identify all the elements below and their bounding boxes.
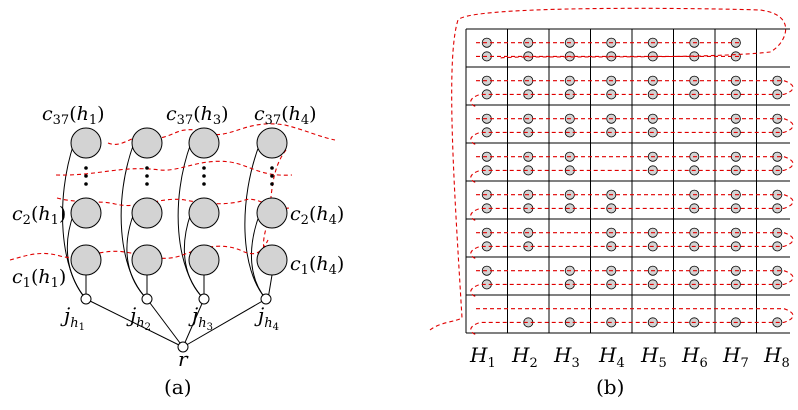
col-label-h3: H3 [553, 343, 580, 371]
node-c1-h2 [131, 244, 163, 276]
col-label-h5: H5 [640, 343, 667, 371]
red-dashed-path [429, 7, 794, 336]
j-nodes [80, 293, 272, 353]
label-c1-h4: c1(h4) [290, 253, 344, 278]
label-c2-h4: c2(h4) [290, 203, 344, 228]
label-c37-h3: c37(h3) [166, 103, 229, 128]
vertical-ellipsis [84, 166, 274, 186]
caption-b: (b) [596, 375, 624, 399]
tree-edges [62, 142, 273, 348]
label-j-h3: jh3 [188, 303, 213, 333]
node-c37-h4 [256, 127, 288, 159]
node-c37-h3 [188, 127, 220, 159]
node-c1-h3 [188, 244, 220, 276]
node-c2-h4 [256, 197, 288, 229]
col-label-h4: H4 [598, 343, 625, 371]
panel-b-grid-diagram: H1 H2 H3 H4 H5 H6 H7 H8 (b) [429, 7, 794, 399]
node-j-h2 [141, 293, 153, 305]
col-label-h7: H7 [722, 343, 749, 371]
node-c1-h1 [70, 244, 102, 276]
caption-a: (a) [164, 375, 192, 399]
node-j-h3 [198, 293, 210, 305]
col-label-h8: H8 [763, 343, 790, 371]
grid-lines [465, 28, 790, 334]
serpentine-dashed-path [429, 7, 794, 336]
node-c1-h4 [256, 244, 288, 276]
column-labels: H1 H2 H3 H4 H5 H6 H7 H8 [469, 343, 790, 371]
col-label-h1: H1 [469, 343, 496, 371]
label-c37-h4: c37(h4) [254, 103, 317, 128]
panel-a-tree-diagram: c37(h1) c37(h3) c37(h4) c2(h1) c2(h4) c1… [9, 103, 344, 399]
label-j-h1: jh1 [60, 303, 85, 333]
label-j-h4: jh4 [254, 303, 279, 333]
node-labels: c37(h1) c37(h3) c37(h4) c2(h1) c2(h4) c1… [12, 103, 344, 399]
node-j-h1 [80, 293, 92, 305]
label-c37-h1: c37(h1) [42, 103, 105, 128]
candidate-nodes [70, 127, 288, 276]
col-label-h6: H6 [681, 343, 708, 371]
label-c2-h1: c2(h1) [12, 203, 66, 228]
node-root [177, 341, 189, 353]
node-c2-h3 [188, 197, 220, 229]
label-j-h2: jh2 [126, 303, 151, 333]
node-c2-h2 [131, 197, 163, 229]
label-c1-h1: c1(h1) [12, 266, 66, 291]
label-root: r [178, 347, 189, 371]
col-label-h2: H2 [511, 343, 538, 371]
node-c37-h1 [70, 127, 102, 159]
node-j-h4 [260, 293, 272, 305]
node-c37-h2 [131, 127, 163, 159]
node-c2-h1 [70, 197, 102, 229]
